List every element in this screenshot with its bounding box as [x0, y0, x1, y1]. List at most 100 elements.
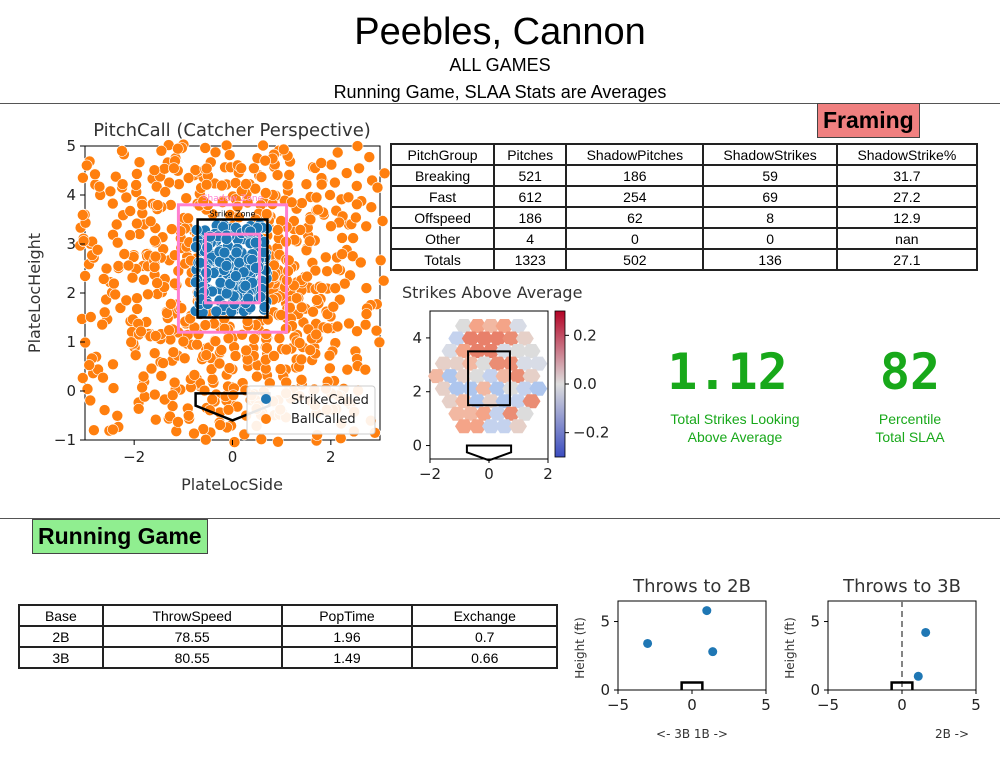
ball-called-point	[182, 172, 195, 184]
ball-called-point	[260, 208, 273, 220]
ball-called-point	[331, 146, 344, 159]
heatmap-hex-cell	[448, 356, 467, 371]
ball-called-point	[112, 260, 125, 272]
ball-called-point	[324, 189, 336, 201]
ball-called-point	[122, 259, 135, 272]
ball-called-point	[309, 264, 322, 277]
heatmap-hex-cell	[475, 356, 494, 371]
ball-called-point	[376, 215, 389, 227]
pitchcall-ylabel: PlateLocHeight	[25, 233, 44, 353]
ball-called-point	[324, 362, 336, 375]
x-tick-label: 5	[761, 696, 771, 714]
legend-ball-marker	[261, 414, 271, 424]
table-row: Breaking 521 186 59 31.7	[389, 164, 979, 187]
heatmap-hex-cell	[461, 381, 480, 396]
ball-called-point	[157, 357, 169, 369]
y-tick-label: 0	[810, 681, 820, 699]
framing-table-cell: 27.2	[835, 185, 979, 208]
framing-table-cell: 69	[702, 185, 838, 208]
slaa-heatmap-cells	[428, 319, 548, 434]
ball-called-point	[200, 433, 212, 446]
ball-called-point	[200, 349, 213, 361]
ball-called-point	[148, 347, 161, 359]
table-row: Offspeed 186 62 8 12.9	[389, 206, 979, 229]
ball-called-point	[371, 181, 384, 194]
ball-called-point	[182, 409, 195, 422]
ball-called-point	[351, 325, 363, 337]
ball-called-point	[294, 224, 307, 236]
ball-called-point	[329, 176, 341, 189]
ball-called-point	[83, 359, 95, 371]
framing-table-cell: Totals	[389, 248, 496, 271]
ball-called-point	[370, 324, 383, 337]
ball-called-point	[172, 416, 184, 428]
ball-called-point	[209, 146, 222, 159]
throws-3b-chart: Throws to 3B −5 0 505 2B -> Height (ft)	[783, 576, 981, 741]
throws-2b-points	[643, 606, 718, 657]
running-table-cell: 0.7	[411, 625, 558, 648]
ball-called-point	[199, 319, 212, 331]
ball-called-point	[109, 288, 121, 301]
ball-called-point	[138, 274, 150, 286]
ball-called-point	[182, 212, 194, 225]
ball-called-point	[97, 371, 109, 384]
ball-called-point	[144, 215, 157, 228]
ball-called-point	[131, 168, 143, 180]
ball-called-point	[167, 346, 180, 358]
y-tick-label: 5	[600, 613, 610, 631]
framing-table-cell: 186	[565, 164, 705, 187]
x-tick-label: −5	[607, 696, 629, 714]
ball-called-point	[342, 191, 355, 204]
ball-called-point	[344, 269, 356, 282]
ball-called-point	[177, 335, 190, 348]
ball-called-point	[240, 178, 252, 190]
x-tick-label: −2	[419, 465, 441, 483]
ball-called-point	[149, 330, 162, 342]
ball-called-point	[321, 322, 334, 335]
heatmap-hex-cell	[441, 394, 460, 409]
slaa-heatmap-plate	[465, 444, 513, 462]
ball-called-point	[283, 169, 296, 181]
slaa-heatmap: Strikes Above Average −2 0 2 0 2 4 0.2 0.0 −0.2	[402, 283, 609, 483]
x-tick-label: 0	[897, 696, 907, 714]
ball-called-point	[159, 186, 171, 198]
pitchcall-zones: Shadow Zone Strike Zone	[176, 194, 289, 334]
heatmap-hex-cell	[488, 406, 507, 421]
ball-called-point	[378, 167, 390, 180]
ball-called-point	[336, 232, 348, 244]
ball-called-point	[148, 164, 161, 177]
heatmap-hex-cell	[495, 419, 514, 434]
y-tick-label: 0	[600, 681, 610, 699]
ball-called-point	[151, 199, 164, 211]
home-plate-outline	[680, 681, 704, 690]
ball-called-point	[188, 427, 200, 440]
pitchcall-points	[74, 138, 390, 448]
ball-called-point	[227, 389, 240, 402]
ball-called-point	[303, 235, 316, 247]
ball-called-point	[131, 303, 143, 315]
ball-called-point	[360, 220, 373, 233]
strike-called-point	[201, 241, 214, 254]
running-table-header-cell: Exchange	[411, 604, 558, 627]
slaa-caption-line1: Total Strikes Looking	[670, 411, 800, 427]
ball-called-point	[360, 282, 373, 294]
ball-called-point	[165, 298, 177, 310]
ball-called-point	[315, 178, 328, 191]
pitchcall-ticks: −2 0 2 −1 0 1 2 3 4 5	[54, 137, 336, 466]
ball-called-point	[76, 209, 89, 221]
heatmap-hex-cell	[468, 369, 487, 384]
ball-called-point	[257, 139, 269, 152]
percentile-caption: Percentile Total SLAA	[840, 410, 980, 446]
table-row: Totals 1323 502 136 27.1	[389, 248, 979, 271]
ball-called-point	[111, 409, 124, 422]
throws-2b-title: Throws to 2B	[632, 576, 751, 597]
running-table-header-cell: PopTime	[280, 604, 414, 627]
pitchcall-chart: PitchCall (Catcher Perspective) Shadow Z…	[25, 120, 390, 494]
framing-table-cell: 31.7	[835, 164, 979, 187]
ball-called-point	[351, 198, 363, 211]
heatmap-hex-cell	[529, 356, 548, 371]
ball-called-point	[353, 162, 365, 175]
framing-table-cell: 27.1	[835, 248, 979, 271]
ball-called-point	[323, 349, 336, 362]
slaa-caption-line2: Above Average	[687, 429, 783, 445]
